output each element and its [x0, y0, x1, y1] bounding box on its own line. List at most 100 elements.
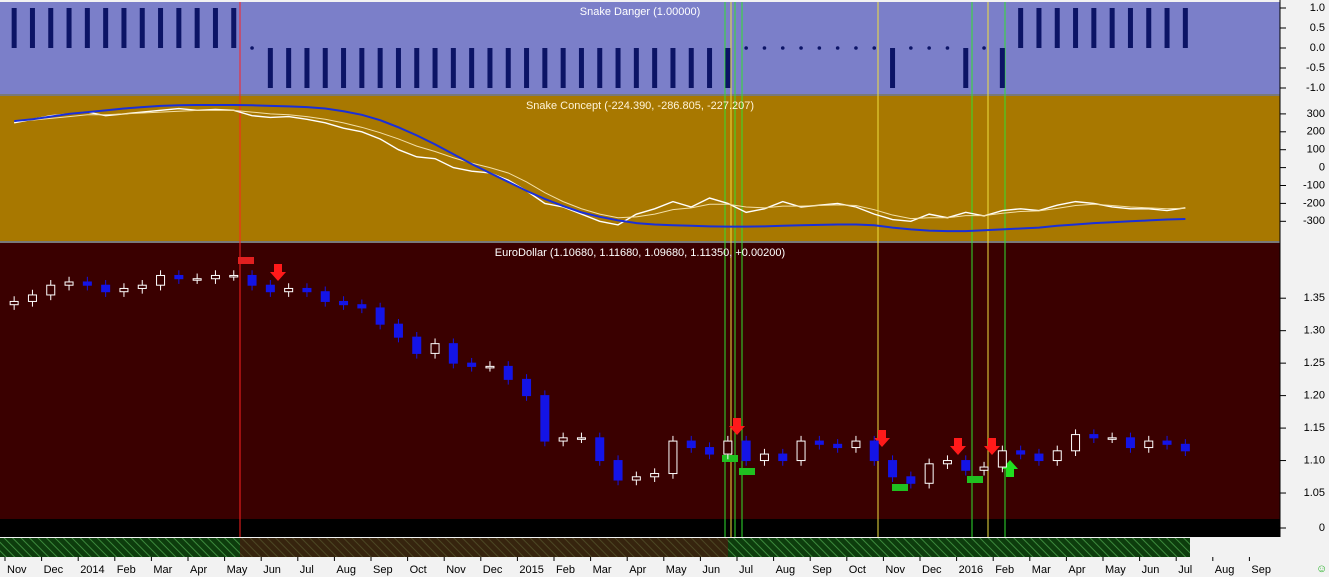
bar: [597, 48, 603, 88]
candle-body: [833, 443, 843, 449]
bar: [84, 8, 90, 48]
x-tick-label: Mar: [593, 564, 612, 576]
bar: [48, 8, 54, 48]
y-tick-label: 200: [1307, 126, 1325, 138]
x-tick-label: Feb: [995, 564, 1014, 576]
x-tick-label: Aug: [1215, 564, 1235, 576]
x-tick-label: Sep: [1251, 564, 1271, 576]
candle-body: [412, 336, 422, 354]
bar: [1036, 8, 1042, 48]
bar: [688, 48, 694, 88]
exit-marker: [722, 455, 738, 462]
sell-arrow: [874, 430, 890, 447]
candle-body: [265, 284, 275, 293]
bar: [395, 48, 401, 88]
bar: [560, 48, 566, 88]
candle-body: [156, 274, 166, 286]
bar: [1073, 8, 1079, 48]
bar: [267, 48, 273, 88]
candle-body: [430, 343, 440, 354]
panel-title: Snake Danger (1.00000): [580, 6, 700, 18]
bar: [835, 46, 840, 50]
bar: [231, 8, 237, 48]
x-tick-label: Dec: [483, 564, 503, 576]
x-tick-label: Dec: [922, 564, 942, 576]
y-tick-label: 1.05: [1304, 487, 1325, 499]
y-tick-label: 0.5: [1310, 22, 1325, 34]
bar: [909, 46, 913, 50]
bar: [817, 46, 822, 50]
candle-body: [1180, 443, 1190, 452]
candle-body: [942, 460, 952, 465]
candle-body: [778, 453, 788, 462]
candle-body: [1016, 450, 1026, 455]
panel-volume: [0, 519, 1280, 537]
bar: [103, 8, 109, 48]
candle-body: [796, 440, 806, 462]
exit-marker: [238, 257, 254, 264]
x-tick-label: Nov: [885, 564, 905, 576]
candle-body: [540, 395, 550, 442]
candle-body: [229, 274, 239, 278]
bar: [212, 8, 218, 48]
candle-body: [485, 365, 495, 369]
status-icon: ☺: [1316, 563, 1327, 575]
bar: [286, 48, 292, 88]
bar: [652, 48, 658, 88]
x-tick-label: Feb: [117, 564, 136, 576]
candle-body: [869, 440, 879, 462]
bar: [29, 8, 35, 48]
sell-arrow: [984, 438, 1000, 455]
candle-body: [595, 437, 605, 462]
candle-body: [888, 460, 898, 478]
x-tick-label: Nov: [446, 564, 466, 576]
candle-body: [375, 307, 385, 325]
y-tick-label: 1.10: [1304, 454, 1325, 466]
candle-body: [997, 450, 1007, 468]
candle-body: [686, 440, 696, 449]
candle-body: [82, 281, 92, 286]
bar: [1018, 8, 1024, 48]
candle-body: [1089, 434, 1099, 439]
x-tick-label: May: [1105, 564, 1126, 576]
candle-body: [174, 274, 184, 280]
candle-body: [27, 294, 37, 302]
panel-title: Snake Concept (-224.390, -286.805, -227.…: [526, 100, 754, 112]
candle-body: [979, 466, 989, 471]
candle-body: [284, 287, 294, 293]
bar: [524, 48, 530, 88]
bar: [615, 48, 621, 88]
bar: [505, 48, 511, 88]
candle-body: [210, 274, 220, 280]
candle-body: [9, 300, 19, 306]
bar: [999, 48, 1005, 88]
x-tick-label: Sep: [373, 564, 393, 576]
candle-body: [1034, 453, 1044, 462]
bar: [1182, 8, 1188, 48]
bar: [194, 8, 200, 48]
x-tick-label: Apr: [1068, 564, 1085, 576]
x-tick-label: 2014: [80, 564, 104, 576]
x-tick-label: Sep: [812, 564, 832, 576]
candle-body: [723, 440, 733, 455]
candle-body: [393, 323, 403, 338]
bar: [432, 48, 438, 88]
bar: [982, 46, 986, 50]
bar: [121, 8, 127, 48]
panel-concept: [0, 96, 1280, 241]
bar: [725, 48, 731, 88]
bar: [359, 48, 365, 88]
bar: [414, 48, 420, 88]
x-tick-label: Oct: [410, 564, 427, 576]
x-tick-label: Jul: [1178, 564, 1192, 576]
line: [14, 103, 1186, 233]
bar: [1127, 8, 1133, 48]
bar: [872, 46, 877, 50]
candle-body: [705, 447, 715, 455]
candle-body: [320, 291, 330, 302]
y-tick-label: 1.20: [1304, 390, 1325, 402]
exit-marker: [739, 468, 755, 475]
x-tick-label: Oct: [849, 564, 866, 576]
bar: [633, 48, 639, 88]
candle-body: [668, 440, 678, 475]
